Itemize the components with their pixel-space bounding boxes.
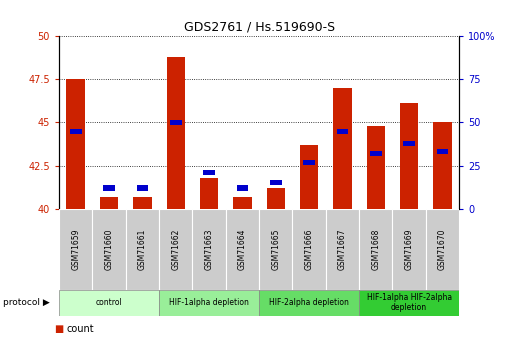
Bar — [370, 151, 382, 156]
Bar — [200, 178, 218, 209]
Text: control: control — [95, 298, 123, 307]
Bar — [233, 197, 251, 209]
Bar — [300, 145, 318, 209]
Bar — [403, 141, 415, 146]
Text: GSM71660: GSM71660 — [105, 228, 113, 270]
Bar — [267, 188, 285, 209]
Bar — [203, 170, 215, 175]
Text: GSM71667: GSM71667 — [338, 228, 347, 270]
Text: count: count — [67, 325, 94, 334]
Bar — [333, 88, 351, 209]
Bar — [167, 57, 185, 209]
Bar — [192, 209, 226, 290]
Title: GDS2761 / Hs.519690-S: GDS2761 / Hs.519690-S — [184, 21, 334, 34]
Bar — [133, 197, 151, 209]
Text: GSM71669: GSM71669 — [405, 228, 413, 270]
Bar — [100, 197, 118, 209]
Text: protocol ▶: protocol ▶ — [3, 298, 49, 307]
Bar — [226, 209, 259, 290]
Text: GSM71666: GSM71666 — [305, 228, 313, 270]
Text: GSM71662: GSM71662 — [171, 229, 180, 270]
Bar — [337, 129, 348, 134]
Bar — [159, 290, 259, 316]
Text: HIF-2alpha depletion: HIF-2alpha depletion — [269, 298, 349, 307]
Bar — [159, 209, 192, 290]
Bar — [67, 79, 85, 209]
Bar — [259, 290, 359, 316]
Bar — [259, 209, 292, 290]
Text: GSM71664: GSM71664 — [238, 228, 247, 270]
Text: GSM71659: GSM71659 — [71, 228, 80, 270]
Bar — [437, 149, 448, 155]
Text: GSM71661: GSM71661 — [138, 229, 147, 270]
Bar — [392, 209, 426, 290]
Text: ■: ■ — [54, 325, 63, 334]
Bar — [367, 126, 385, 209]
Text: HIF-1alpha depletion: HIF-1alpha depletion — [169, 298, 249, 307]
Text: GSM71665: GSM71665 — [271, 228, 280, 270]
Bar — [359, 290, 459, 316]
Text: HIF-1alpha HIF-2alpha
depletion: HIF-1alpha HIF-2alpha depletion — [367, 293, 451, 313]
Bar — [103, 186, 115, 190]
Bar — [70, 129, 82, 134]
Bar — [326, 209, 359, 290]
Bar — [426, 209, 459, 290]
Bar — [270, 180, 282, 186]
Bar — [359, 209, 392, 290]
Text: GSM71668: GSM71668 — [371, 229, 380, 270]
Bar — [126, 209, 159, 290]
Bar — [433, 122, 451, 209]
Bar — [59, 209, 92, 290]
Text: GSM71663: GSM71663 — [205, 228, 213, 270]
Bar — [170, 120, 182, 125]
Bar — [236, 186, 248, 190]
Bar — [59, 290, 159, 316]
Bar — [400, 104, 418, 209]
Bar — [292, 209, 326, 290]
Bar — [136, 186, 148, 190]
Text: GSM71670: GSM71670 — [438, 228, 447, 270]
Bar — [303, 159, 315, 165]
Bar — [92, 209, 126, 290]
